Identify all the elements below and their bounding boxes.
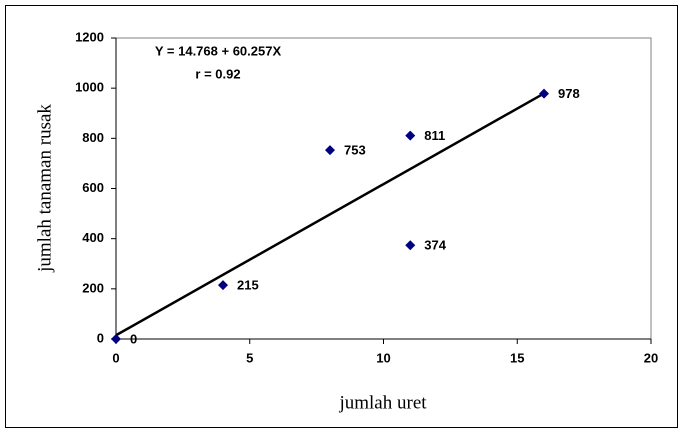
- y-tick-label: 1200: [75, 29, 104, 44]
- marker: [539, 88, 549, 99]
- y-axis-label: jumlah tanaman rusak: [34, 104, 55, 273]
- x-tick-label: 15: [510, 350, 524, 365]
- x-axis-label: jumlah uret: [338, 392, 427, 413]
- r-value: r = 0.92: [195, 66, 240, 81]
- data-label: 0: [130, 331, 137, 346]
- marker: [111, 334, 121, 344]
- equation: Y = 14.768 + 60.257X: [155, 43, 282, 58]
- data-label: 753: [344, 143, 366, 158]
- x-tick-label: 10: [376, 350, 390, 365]
- x-tick-label: 0: [112, 350, 119, 365]
- marker: [405, 130, 416, 141]
- y-tick-label: 1000: [75, 80, 104, 95]
- data-label: 811: [424, 128, 445, 143]
- marker: [325, 145, 335, 156]
- y-tick-label: 600: [82, 180, 104, 195]
- x-tick-label: 5: [246, 350, 253, 365]
- chart-border: [5, 5, 678, 428]
- x-tick-label: 20: [644, 350, 658, 365]
- trendline: [115, 92, 545, 337]
- marker: [405, 240, 416, 251]
- data-label: 374: [424, 238, 446, 253]
- data-label: 215: [237, 278, 259, 293]
- y-tick-label: 800: [82, 130, 104, 145]
- y-tick-label: 0: [97, 330, 104, 345]
- y-tick-label: 400: [82, 230, 104, 245]
- y-tick-label: 200: [82, 280, 104, 295]
- data-label: 978: [558, 86, 580, 101]
- marker: [218, 280, 228, 291]
